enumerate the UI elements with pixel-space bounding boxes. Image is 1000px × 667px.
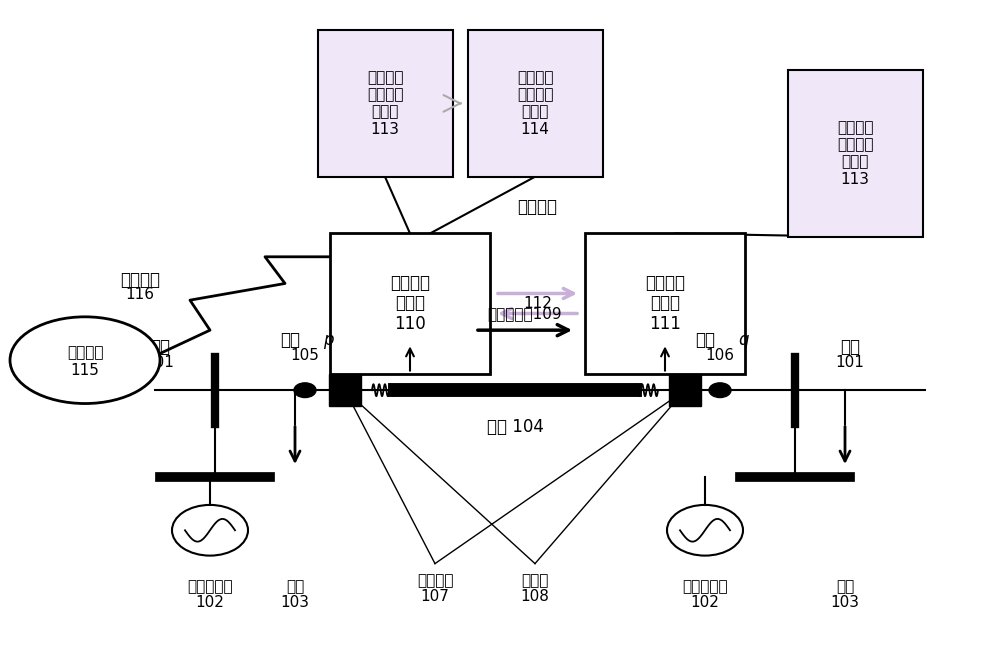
Bar [330,233,490,374]
Text: 断路器: 断路器 [521,573,549,588]
Bar [669,374,701,406]
Text: 105: 105 [291,348,319,363]
Text: 116: 116 [126,287,154,302]
Text: 母线: 母线 [150,338,170,356]
Text: 控制中心: 控制中心 [67,345,103,360]
Text: 故障判定
与保护控
制模块
114: 故障判定 与保护控 制模块 114 [517,70,553,137]
Bar [329,374,361,406]
Text: 测量元件: 测量元件 [417,573,453,588]
Text: 母线: 母线 [840,338,860,356]
Text: q: q [738,331,748,349]
Bar [318,30,452,177]
Text: 103: 103 [280,595,310,610]
Ellipse shape [10,317,160,404]
Text: 分布式电源: 分布式电源 [682,580,728,594]
Text: 112: 112 [523,296,552,311]
Bar [468,30,602,177]
Text: 负载: 负载 [836,580,854,594]
Circle shape [294,383,316,398]
Text: 节点: 节点 [280,331,300,349]
Text: 区段 104: 区段 104 [487,418,543,436]
Text: 101: 101 [836,355,864,370]
Text: 故障定位
主装置
110: 故障定位 主装置 110 [390,273,430,334]
Text: 节点: 节点 [695,331,715,349]
Text: p: p [323,331,334,349]
Bar [788,70,922,237]
Text: 103: 103 [830,595,860,610]
Text: 102: 102 [196,595,224,610]
Text: 分布式电源: 分布式电源 [187,580,233,594]
Text: 故障定位
从装置
111: 故障定位 从装置 111 [645,273,685,334]
Text: 通信链路: 通信链路 [120,271,160,289]
Text: 光纤通信: 光纤通信 [518,198,558,215]
Text: 107: 107 [421,590,449,604]
Circle shape [709,383,731,398]
Text: 电流正方向109: 电流正方向109 [488,306,562,321]
Text: 106: 106 [706,348,734,363]
Text: 102: 102 [691,595,719,610]
Text: 信息处理
与数据计
算模块
113: 信息处理 与数据计 算模块 113 [367,70,403,137]
Text: 101: 101 [146,355,174,370]
Text: 108: 108 [521,590,549,604]
Text: 信息处理
与数据计
算模块
113: 信息处理 与数据计 算模块 113 [837,120,873,187]
Text: 负载: 负载 [286,580,304,594]
Text: 115: 115 [71,363,99,378]
Bar [585,233,745,374]
